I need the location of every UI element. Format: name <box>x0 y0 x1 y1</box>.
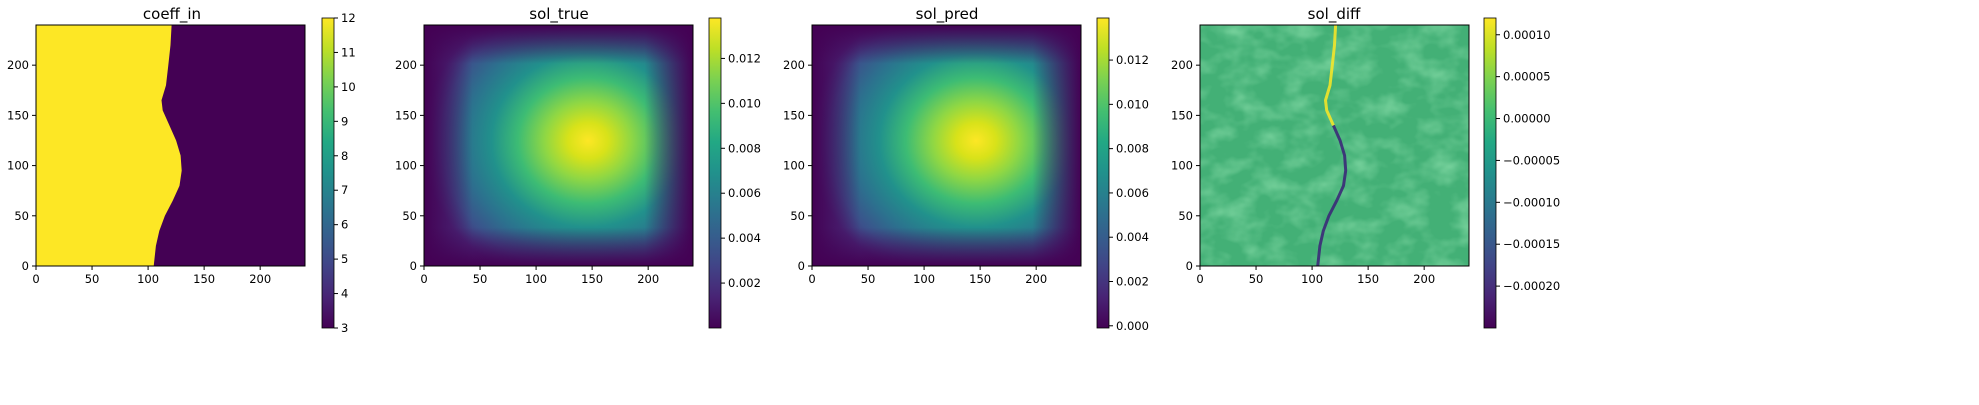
colorbar-tick-label: 0.002 <box>1116 275 1149 289</box>
panel-title: coeff_in <box>143 5 201 24</box>
y-tick-label: 200 <box>395 58 417 72</box>
x-tick-label: 0 <box>1196 272 1203 286</box>
x-tick-label: 0 <box>420 272 427 286</box>
colorbar-tick-label: 0.012 <box>1116 53 1149 67</box>
panel-title: sol_pred <box>916 5 979 24</box>
x-tick-label: 100 <box>913 272 935 286</box>
colorbar-tick-label: 0.00000 <box>1503 112 1551 126</box>
x-tick-label: 50 <box>473 272 488 286</box>
x-tick-label: 200 <box>637 272 659 286</box>
y-tick-label: 0 <box>22 259 29 273</box>
heatmap-field <box>812 25 1081 266</box>
panel-coeff-in: coeff_in 0 50 100 150 200 0 50 100 150 200 3 4 5 6 7 8… <box>7 5 356 335</box>
colorbar <box>709 18 721 328</box>
colorbar-tick-label: 11 <box>341 45 356 59</box>
colorbar-tick-label: −0.00005 <box>1503 153 1560 167</box>
colorbar-tick-label: 0.008 <box>728 141 761 155</box>
y-tick-label: 0 <box>798 259 805 273</box>
y-tick-label: 100 <box>783 159 805 173</box>
colorbar-tick-label: −0.00020 <box>1503 279 1560 293</box>
colorbar-ticks: 0.000 0.002 0.004 0.006 0.008 0.010 0.012 <box>1109 53 1149 333</box>
colorbar-tick-label: 6 <box>341 218 348 232</box>
colorbar-tick-label: 5 <box>341 252 348 266</box>
colorbar-tick-label: 12 <box>341 11 356 25</box>
x-tick-label: 50 <box>1249 272 1264 286</box>
colorbar-tick-label: 0.010 <box>728 96 761 110</box>
x-tick-label: 100 <box>137 272 159 286</box>
colorbar-tick-label: 0.004 <box>1116 230 1149 244</box>
colorbar <box>322 18 334 328</box>
y-tick-label: 0 <box>1186 259 1193 273</box>
colorbar <box>1484 18 1496 328</box>
y-tick-label: 100 <box>7 159 29 173</box>
colorbar-tick-label: 0.006 <box>1116 186 1149 200</box>
y-tick-label: 200 <box>7 58 29 72</box>
y-tick-label: 200 <box>1171 58 1193 72</box>
colorbar-tick-label: 0.012 <box>728 51 761 65</box>
y-tick-label: 150 <box>7 108 29 122</box>
colorbar-tick-label: −0.00010 <box>1503 195 1560 209</box>
colorbar-tick-label: 0.00010 <box>1503 28 1551 42</box>
colorbar-tick-label: 10 <box>341 80 356 94</box>
x-tick-label: 0 <box>808 272 815 286</box>
colorbar-tick-label: 8 <box>341 149 348 163</box>
colorbar-tick-label: 7 <box>341 183 348 197</box>
y-tick-label: 50 <box>1178 209 1193 223</box>
colorbar-tick-label: 4 <box>341 287 348 301</box>
x-tick-label: 200 <box>1413 272 1435 286</box>
x-tick-label: 50 <box>861 272 876 286</box>
x-tick-label: 150 <box>193 272 215 286</box>
x-tick-label: 150 <box>581 272 603 286</box>
panel-sol-diff: sol_diff 0 50 100 150 200 0 50 100 150 200 0.0001… <box>1171 5 1560 328</box>
x-tick-label: 150 <box>1357 272 1379 286</box>
colorbar-tick-label: 0.010 <box>1116 97 1149 111</box>
y-tick-label: 150 <box>1171 108 1193 122</box>
x-tick-label: 100 <box>525 272 547 286</box>
x-tick-label: 200 <box>249 272 271 286</box>
colorbar-tick-label: 0.000 <box>1116 319 1149 333</box>
colorbar-tick-label: −0.00015 <box>1503 237 1560 251</box>
colorbar-tick-label: 0.00005 <box>1503 70 1551 84</box>
y-tick-label: 150 <box>783 108 805 122</box>
colorbar-tick-label: 0.004 <box>728 231 761 245</box>
y-tick-label: 50 <box>402 209 417 223</box>
x-tick-label: 50 <box>85 272 100 286</box>
panel-title: sol_true <box>529 5 588 24</box>
x-tick-label: 150 <box>969 272 991 286</box>
x-tick-label: 0 <box>32 272 39 286</box>
heatmap-field <box>424 25 693 266</box>
colorbar <box>1097 18 1109 328</box>
colorbar-tick-label: 0.008 <box>1116 142 1149 156</box>
colorbar-tick-label: 0.006 <box>728 186 761 200</box>
panel-title: sol_diff <box>1308 5 1361 24</box>
x-tick-label: 200 <box>1025 272 1047 286</box>
y-tick-label: 150 <box>395 108 417 122</box>
colorbar-tick-label: 3 <box>341 321 348 335</box>
heatmap-field <box>1200 25 1469 266</box>
colorbar-tick-label: 9 <box>341 114 348 128</box>
colorbar-tick-label: 0.002 <box>728 276 761 290</box>
y-tick-label: 50 <box>14 209 29 223</box>
y-tick-label: 50 <box>790 209 805 223</box>
y-tick-label: 100 <box>1171 159 1193 173</box>
colorbar-ticks: 0.002 0.004 0.006 0.008 0.010 0.012 <box>721 51 761 290</box>
colorbar-ticks: 0.00010 0.00005 0.00000 −0.00005 −0.00010 −0.… <box>1496 28 1560 293</box>
colorbar-ticks: 3 4 5 6 7 8 9 10 11 12 <box>334 11 356 335</box>
y-tick-label: 0 <box>410 259 417 273</box>
y-tick-label: 100 <box>395 159 417 173</box>
x-tick-label: 100 <box>1301 272 1323 286</box>
y-tick-label: 200 <box>783 58 805 72</box>
